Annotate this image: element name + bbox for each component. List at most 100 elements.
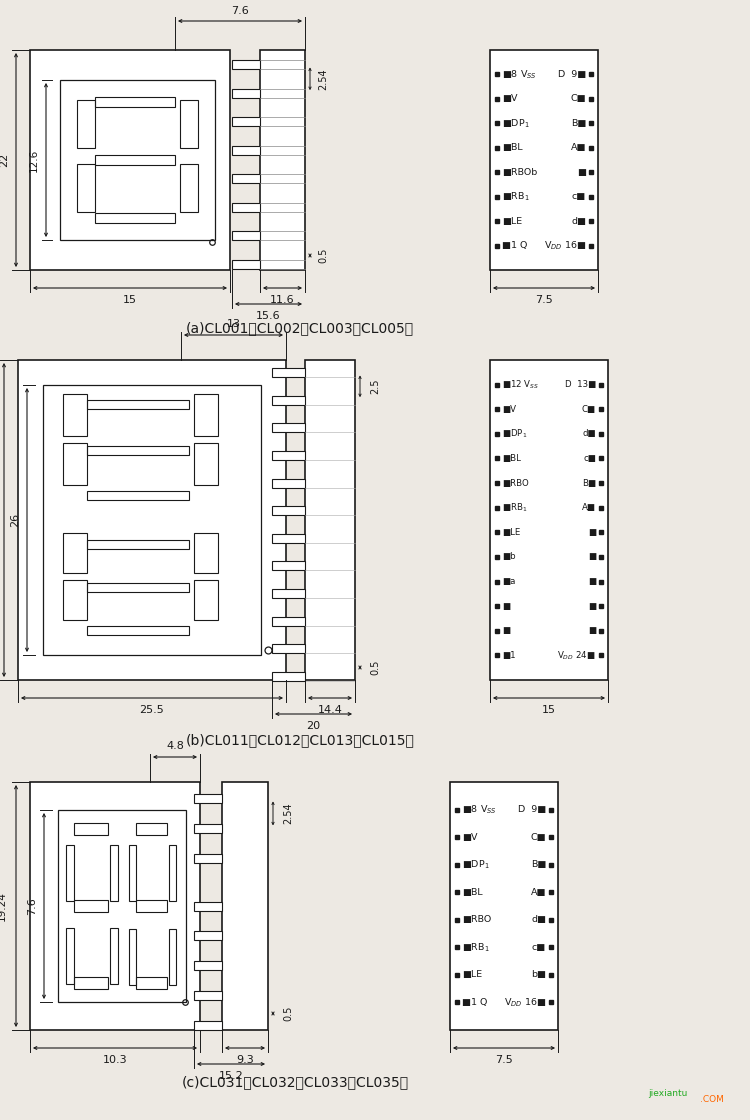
Bar	[110, 844, 118, 902]
Bar	[194, 394, 218, 436]
Bar	[232, 203, 260, 212]
Bar	[272, 589, 305, 598]
Bar	[272, 368, 305, 377]
Text: V$_{DD}$ 24■: V$_{DD}$ 24■	[557, 650, 596, 662]
Bar	[136, 899, 167, 912]
Text: ■V: ■V	[462, 832, 478, 841]
Text: 25.5: 25.5	[140, 704, 164, 715]
Bar	[272, 478, 305, 487]
Text: ■8 V$_{SS}$: ■8 V$_{SS}$	[462, 803, 496, 815]
Bar	[272, 423, 305, 432]
Bar	[232, 175, 260, 184]
Bar	[490, 50, 598, 270]
Bar	[179, 164, 199, 212]
Text: ■V: ■V	[502, 94, 518, 103]
Text: ■RBOb: ■RBOb	[502, 168, 537, 177]
Text: ■12 V$_{SS}$: ■12 V$_{SS}$	[502, 379, 539, 391]
Bar	[260, 50, 305, 270]
Text: 9.3: 9.3	[236, 1055, 254, 1065]
Text: A■: A■	[582, 503, 596, 512]
Bar	[74, 823, 108, 836]
Bar	[30, 50, 230, 270]
Text: A■: A■	[571, 143, 586, 152]
Text: d■: d■	[571, 216, 586, 225]
Text: ■b: ■b	[502, 552, 516, 561]
Text: B■: B■	[571, 119, 586, 128]
Text: ■: ■	[588, 601, 596, 610]
Bar	[272, 395, 305, 404]
Bar	[18, 360, 286, 680]
Text: b■: b■	[531, 970, 546, 979]
Text: 2.5: 2.5	[370, 379, 380, 394]
Text: 7.5: 7.5	[495, 1055, 513, 1065]
Bar	[60, 80, 215, 240]
Text: ■a: ■a	[502, 577, 515, 586]
Text: D  13■: D 13■	[565, 380, 596, 389]
Bar	[450, 782, 558, 1030]
Text: 11.6: 11.6	[270, 295, 295, 305]
Text: ■LE: ■LE	[462, 970, 482, 979]
Bar	[194, 932, 222, 941]
Bar	[272, 561, 305, 570]
Text: D  9■: D 9■	[558, 69, 586, 78]
Text: c■: c■	[532, 943, 546, 952]
Bar	[232, 60, 260, 69]
Bar	[305, 360, 355, 680]
Text: ■DP$_1$: ■DP$_1$	[502, 118, 530, 130]
Bar	[87, 584, 189, 592]
Bar	[95, 155, 176, 165]
Text: 15.2: 15.2	[219, 1071, 243, 1081]
Bar	[272, 644, 305, 653]
Text: 7.6: 7.6	[231, 6, 249, 16]
Text: ■1 Q: ■1 Q	[462, 998, 488, 1007]
Bar	[179, 101, 199, 149]
Bar	[272, 451, 305, 460]
Text: B■: B■	[531, 860, 546, 869]
Text: 13: 13	[226, 319, 241, 329]
Text: 2.54: 2.54	[318, 68, 328, 90]
Text: ■V: ■V	[502, 404, 516, 413]
Bar	[194, 991, 222, 1000]
Bar	[272, 672, 305, 681]
Bar	[232, 260, 260, 269]
Text: C■: C■	[570, 94, 586, 103]
Bar	[194, 824, 222, 833]
Bar	[222, 782, 268, 1030]
Bar	[272, 617, 305, 626]
Text: ■DP$_1$: ■DP$_1$	[502, 428, 527, 440]
Bar	[194, 444, 218, 485]
Text: 4.8: 4.8	[166, 741, 184, 752]
Bar	[136, 977, 167, 989]
Bar	[95, 213, 176, 223]
Text: C■: C■	[530, 832, 546, 841]
Text: ■: ■	[588, 577, 596, 586]
Text: ■BL: ■BL	[462, 888, 483, 897]
Bar	[74, 899, 108, 912]
Text: ■LE: ■LE	[502, 528, 520, 536]
Bar	[194, 580, 218, 620]
Text: (c)CL031、CL032、CL033、CL035型: (c)CL031、CL032、CL033、CL035型	[182, 1075, 409, 1089]
Text: ■RB$_1$: ■RB$_1$	[502, 502, 527, 514]
Text: ■: ■	[502, 626, 510, 635]
Text: (a)CL001、CL002、CL003、CL005型: (a)CL001、CL002、CL003、CL005型	[186, 321, 414, 335]
Bar	[194, 794, 222, 803]
Text: ■BL: ■BL	[502, 454, 520, 463]
Text: D  9■: D 9■	[518, 805, 546, 814]
Text: ■DP$_1$: ■DP$_1$	[462, 858, 490, 871]
Text: ■RBO: ■RBO	[502, 478, 529, 487]
Text: B■: B■	[582, 478, 596, 487]
Bar	[232, 232, 260, 241]
Bar	[169, 846, 176, 902]
Text: ■RB$_1$: ■RB$_1$	[462, 941, 490, 953]
Text: 0.5: 0.5	[283, 1006, 293, 1021]
Bar	[490, 360, 608, 680]
Text: c■: c■	[584, 454, 596, 463]
Text: d■: d■	[582, 429, 596, 438]
Bar	[87, 446, 189, 455]
Bar	[66, 844, 74, 902]
Bar	[232, 88, 260, 97]
Text: ■BL: ■BL	[502, 143, 523, 152]
Bar	[74, 977, 108, 989]
Bar	[272, 506, 305, 515]
Text: 2.54: 2.54	[283, 803, 293, 824]
